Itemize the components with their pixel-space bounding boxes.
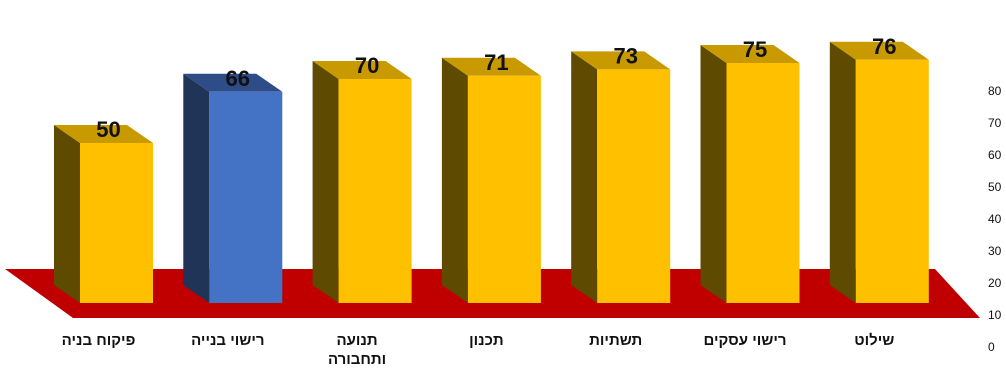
category-label: שילוט <box>854 332 894 349</box>
bar-side <box>312 61 339 303</box>
bar-front <box>726 63 800 303</box>
category-label: תשתיות <box>589 332 642 349</box>
bar-top <box>829 41 929 60</box>
category-label: רישוי עסקים <box>703 332 786 349</box>
y-tick-label: 40 <box>988 212 1002 226</box>
y-tick-label: 50 <box>988 180 1002 194</box>
bar-side <box>700 45 727 303</box>
bar-side <box>571 51 598 304</box>
bar-value-label: 73 <box>613 43 637 68</box>
bar <box>700 45 800 303</box>
bar-side <box>54 125 80 303</box>
category-label: ותחבורה <box>328 351 386 368</box>
category-label: פיקוח בניה <box>62 332 136 349</box>
y-tick-label: 20 <box>988 276 1002 290</box>
bar-value-label: 75 <box>743 37 767 62</box>
bar-value-label: 71 <box>484 50 508 75</box>
bar <box>54 125 153 303</box>
bar-top <box>54 125 153 143</box>
y-tick-label: 0 <box>988 340 995 354</box>
category-label: תכנון <box>469 332 504 349</box>
y-tick-label: 80 <box>988 84 1002 98</box>
bar-side <box>829 41 856 304</box>
value-labels-layer: 50 66 70 71 73 75 76 <box>96 34 896 142</box>
bar-front <box>597 69 671 304</box>
bar-top <box>441 57 541 76</box>
category-label: תנועה <box>337 332 378 349</box>
bar-top <box>183 73 283 92</box>
bar-value-label: 66 <box>226 66 250 91</box>
category-labels-layer: פיקוח בניה רישוי בנייה תנועה ותחבורה תכנון תש… <box>62 332 895 368</box>
category-label: רישוי בנייה <box>191 332 264 349</box>
bar-front <box>338 79 412 303</box>
y-tick-label: 70 <box>988 116 1002 130</box>
bar <box>829 41 929 304</box>
bar <box>571 51 671 304</box>
y-tick-label: 60 <box>988 148 1002 162</box>
bar <box>183 73 283 303</box>
bar-front <box>209 91 283 303</box>
bar-front <box>855 59 929 303</box>
bar-top <box>571 51 671 70</box>
y-tick-label: 10 <box>988 308 1002 322</box>
bar-top <box>700 45 800 63</box>
bar-value-label: 76 <box>872 34 896 59</box>
bar-value-label: 50 <box>96 117 120 142</box>
y-tick-label: 30 <box>988 244 1002 258</box>
bar-front <box>467 75 541 303</box>
bar-side <box>183 73 210 303</box>
bar-front <box>80 143 153 303</box>
bar <box>441 57 541 303</box>
bar-value-label: 70 <box>355 53 379 78</box>
bar-top <box>312 61 412 79</box>
bars-layer <box>54 41 929 304</box>
bar-side <box>441 57 468 303</box>
y-axis-ticks-layer: 0 10 20 30 40 50 60 70 80 <box>988 84 1002 354</box>
bar <box>312 61 412 303</box>
